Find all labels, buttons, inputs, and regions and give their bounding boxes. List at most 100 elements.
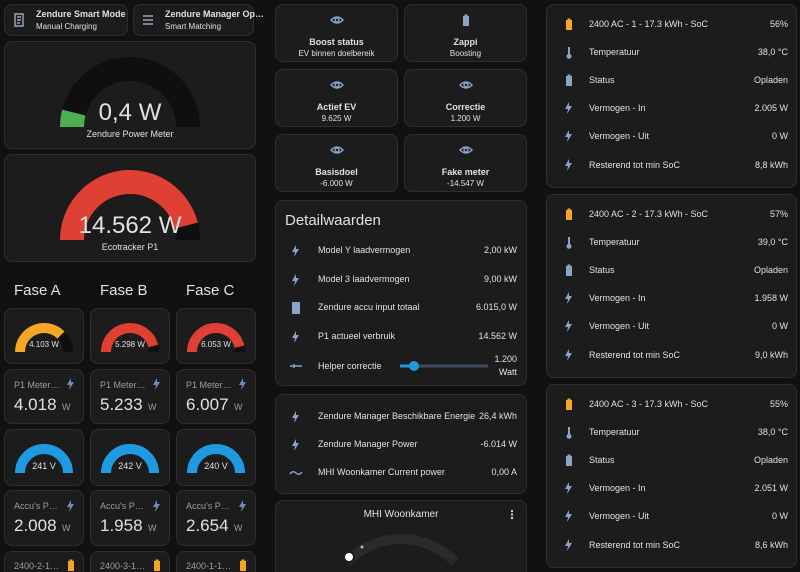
battery-row-value: Opladen bbox=[753, 265, 788, 275]
energy-card bbox=[275, 394, 527, 494]
battery-row-label: Status bbox=[589, 75, 615, 85]
icon-battery bbox=[566, 454, 572, 466]
meter-unit: W bbox=[62, 402, 71, 412]
gauge-fill bbox=[15, 444, 73, 474]
device-card[interactable] bbox=[4, 551, 84, 572]
detail-label: P1 actueel verbruik bbox=[318, 330, 396, 341]
icon bbox=[239, 378, 246, 390]
icon bbox=[292, 245, 299, 257]
gauge-fill bbox=[15, 323, 65, 353]
tile[interactable] bbox=[275, 4, 398, 62]
icon bbox=[143, 15, 153, 25]
icon-list bbox=[143, 15, 153, 25]
meter-value: 4.018 bbox=[14, 395, 57, 414]
details-card bbox=[275, 200, 527, 386]
button-subtitle: Manual Charging bbox=[36, 22, 97, 31]
gauge bbox=[60, 170, 200, 241]
icon bbox=[566, 74, 572, 86]
button-card[interactable] bbox=[133, 4, 254, 36]
tile[interactable] bbox=[275, 69, 398, 127]
detail-value: 14.562 W bbox=[478, 330, 517, 341]
voltage: 241 V bbox=[32, 461, 56, 471]
phase-power-card bbox=[4, 308, 84, 364]
dial-track bbox=[343, 534, 459, 566]
battery-row-label: Vermogen - Uit bbox=[589, 511, 650, 521]
accu-card[interactable] bbox=[4, 490, 84, 546]
icon bbox=[240, 559, 246, 571]
icon bbox=[153, 378, 160, 390]
phase-title: Fase B bbox=[100, 282, 148, 299]
battery-soc: 55% bbox=[769, 399, 788, 409]
tile-title: Zappi bbox=[453, 37, 478, 47]
accu-card[interactable] bbox=[90, 490, 170, 546]
tile[interactable] bbox=[404, 69, 527, 127]
accu-unit: W bbox=[62, 523, 71, 533]
accu-unit: W bbox=[234, 523, 243, 533]
icon-battery bbox=[566, 398, 572, 410]
icon-bolt bbox=[565, 510, 572, 522]
icon-thermo bbox=[566, 47, 572, 59]
icon-battery bbox=[68, 559, 74, 571]
tile-value: 9.625 W bbox=[321, 114, 352, 123]
icon bbox=[566, 47, 572, 59]
icon bbox=[292, 330, 299, 343]
icon-bolt bbox=[565, 320, 572, 332]
detail-label: Model Y laadvermogen bbox=[318, 245, 411, 255]
icon-bolt bbox=[292, 273, 299, 286]
meter-card[interactable] bbox=[4, 369, 84, 424]
phase-title: Fase C bbox=[186, 282, 235, 299]
icon bbox=[67, 378, 74, 390]
icon-bolt bbox=[292, 245, 299, 257]
tile-value: -6.000 W bbox=[320, 179, 353, 188]
accu-value: 2.654 bbox=[186, 516, 229, 535]
tile[interactable] bbox=[275, 134, 398, 192]
detail-value: 2,00 kW bbox=[483, 245, 517, 255]
voltage: 240 V bbox=[204, 461, 228, 471]
gauge bbox=[187, 444, 245, 474]
accu-name: Accu's P… bbox=[186, 501, 230, 511]
icon bbox=[566, 237, 572, 249]
battery-row-label: Vermogen - In bbox=[589, 103, 646, 113]
battery-row-value: 8,6 kWh bbox=[754, 540, 788, 550]
accu-card[interactable] bbox=[176, 490, 256, 546]
battery-row-label: Temperatuur bbox=[589, 47, 640, 57]
icon bbox=[565, 539, 572, 551]
accu-value: 1.958 bbox=[100, 516, 143, 535]
icon bbox=[565, 349, 572, 361]
battery-row-label: Resterend tot min SoC bbox=[589, 540, 681, 550]
device-card[interactable] bbox=[176, 551, 256, 572]
icon bbox=[292, 411, 299, 423]
meter-card[interactable] bbox=[90, 369, 170, 424]
phase-power: 6.053 W bbox=[201, 340, 231, 349]
gauge-fill bbox=[101, 323, 159, 353]
icon-eye bbox=[459, 146, 473, 154]
icon-battery bbox=[154, 559, 160, 571]
tile-value: -14.547 W bbox=[447, 179, 484, 188]
icon bbox=[330, 16, 344, 24]
gauge-fill bbox=[101, 444, 159, 474]
battery-row-label: Status bbox=[589, 455, 615, 465]
detail-label: Zendure accu input totaal bbox=[318, 302, 420, 312]
battery-card bbox=[546, 384, 797, 568]
button-card[interactable] bbox=[4, 4, 128, 36]
tile[interactable] bbox=[404, 134, 527, 192]
icon-battery bbox=[566, 264, 572, 276]
battery-row-label: Temperatuur bbox=[589, 237, 640, 247]
icon-bolt bbox=[565, 349, 572, 361]
icon bbox=[566, 454, 572, 466]
icon bbox=[330, 81, 344, 89]
battery-row-label: Resterend tot min SoC bbox=[589, 350, 681, 360]
icon bbox=[566, 264, 572, 276]
energy-label: MHI Woonkamer Current power bbox=[318, 467, 445, 477]
meter-unit: W bbox=[234, 402, 243, 412]
device-card[interactable] bbox=[90, 551, 170, 572]
helper-value: 1.200 bbox=[494, 354, 517, 364]
meter-card[interactable] bbox=[176, 369, 256, 424]
slider-handle bbox=[409, 361, 419, 371]
icon-bolt bbox=[67, 378, 74, 390]
battery-card bbox=[546, 194, 797, 378]
tile[interactable] bbox=[404, 4, 527, 62]
gauge-value: 0,4 W bbox=[98, 99, 162, 126]
icon bbox=[565, 482, 572, 494]
meter-name: P1 Meter… bbox=[14, 380, 60, 390]
